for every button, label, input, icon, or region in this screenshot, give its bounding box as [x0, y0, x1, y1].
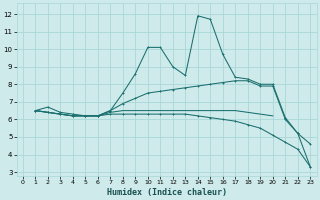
X-axis label: Humidex (Indice chaleur): Humidex (Indice chaleur) [107, 188, 227, 197]
